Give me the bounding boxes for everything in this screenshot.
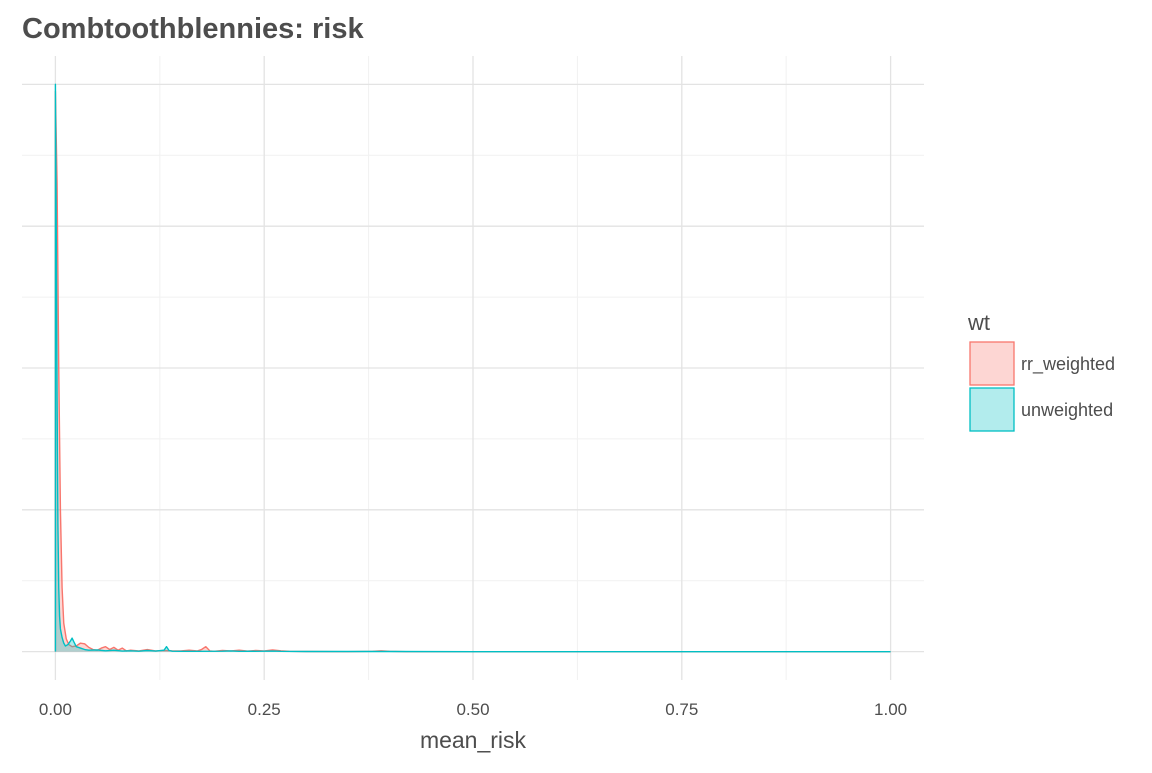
density-line-unweighted (54, 83, 891, 653)
legend-label-unweighted: unweighted (1021, 400, 1113, 420)
x-tick-label: 0.00 (39, 700, 72, 719)
x-tick-label: 0.25 (248, 700, 281, 719)
legend-key-unweighted (969, 387, 1015, 432)
x-axis-label: mean_risk (420, 727, 527, 753)
legend-title: wt (967, 310, 990, 335)
x-tick-label: 0.50 (456, 700, 489, 719)
x-tick-label: 1.00 (874, 700, 907, 719)
x-axis-tick-labels: 0.00 0.25 0.50 0.75 1.00 (39, 700, 907, 719)
chart-title: Combtoothblennies: risk (22, 13, 364, 45)
density-series (54, 83, 891, 653)
x-tick-label: 0.75 (665, 700, 698, 719)
legend-key-rr_weighted (969, 341, 1015, 386)
legend-items: rr_weighted unweighted (969, 341, 1115, 432)
legend-label-rr_weighted: rr_weighted (1021, 354, 1115, 375)
legend: wt rr_weighted unweighted (967, 310, 1115, 432)
